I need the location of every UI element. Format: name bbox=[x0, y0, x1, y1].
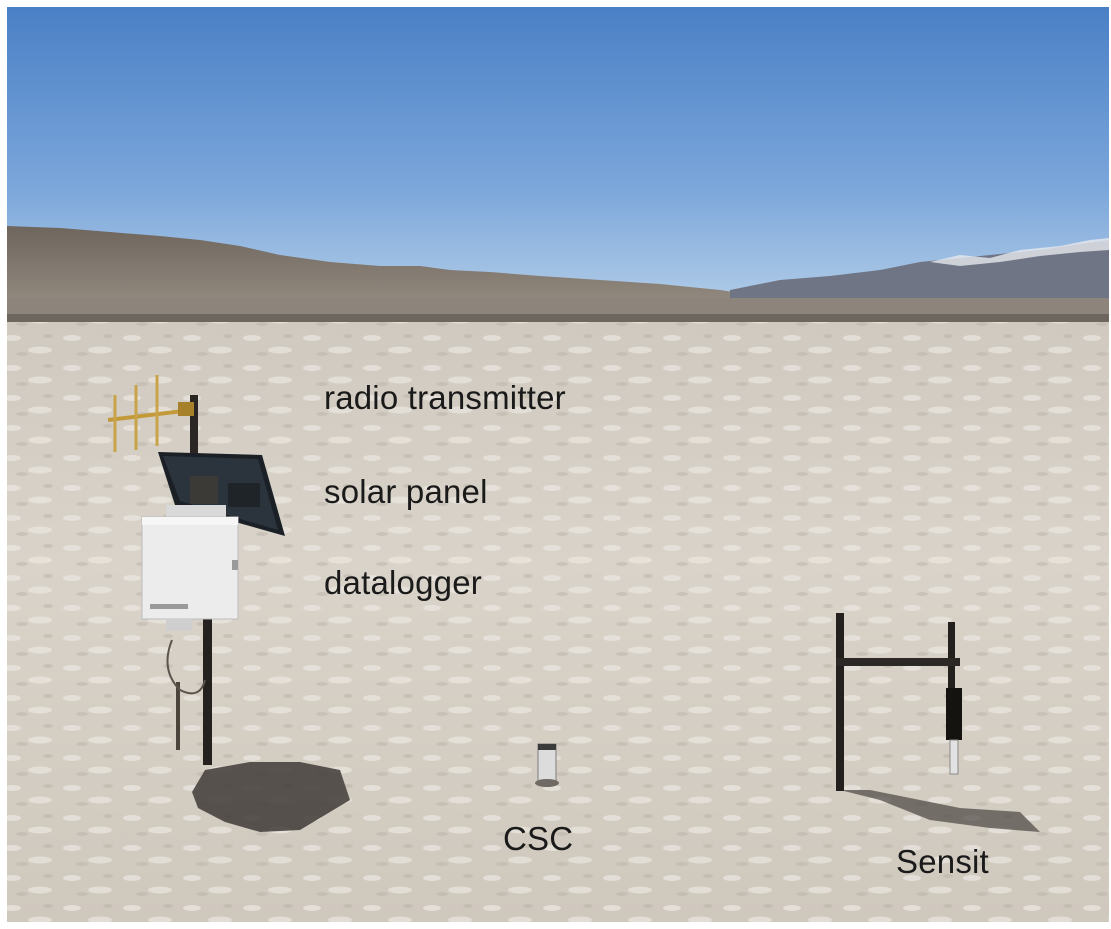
csc-sampler bbox=[535, 743, 559, 787]
label-datalogger: datalogger bbox=[324, 564, 482, 601]
sensit-frame bbox=[836, 613, 1040, 832]
label-solar-panel: solar panel bbox=[324, 473, 488, 510]
mountains-left bbox=[7, 226, 760, 320]
solar-panel bbox=[158, 452, 285, 536]
radio-antenna bbox=[107, 375, 194, 452]
label-sensit: Sensit bbox=[896, 843, 989, 880]
label-radio-transmitter: radio transmitter bbox=[324, 379, 566, 416]
label-csc: CSC bbox=[503, 820, 574, 857]
datalogger-box bbox=[141, 505, 239, 631]
